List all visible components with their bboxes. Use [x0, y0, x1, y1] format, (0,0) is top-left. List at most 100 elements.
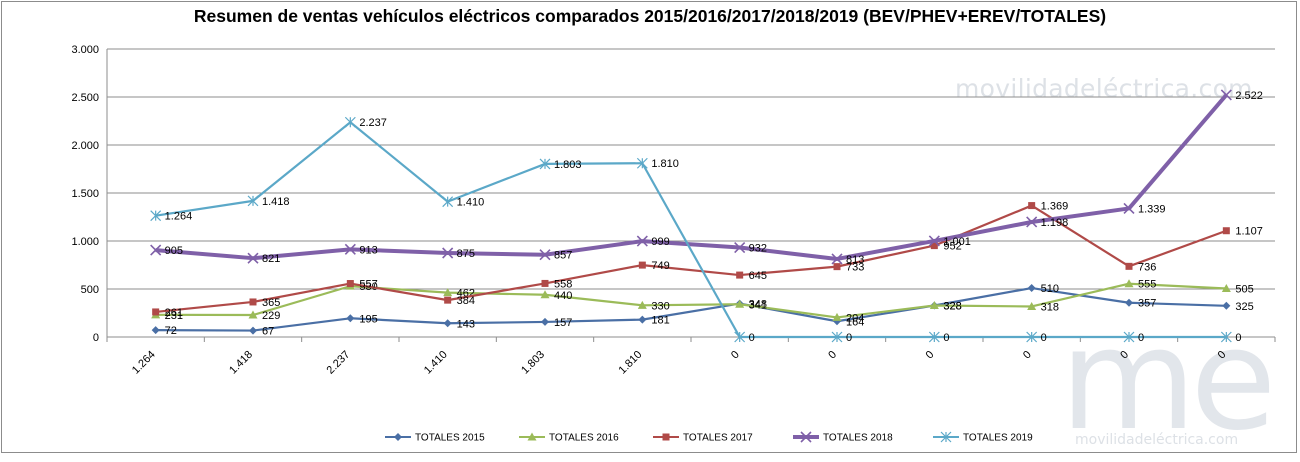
data-point — [541, 279, 549, 287]
data-point — [831, 253, 843, 265]
x-tick-label: 0 — [729, 349, 742, 362]
data-point — [247, 195, 259, 207]
data-label: 555 — [1138, 279, 1156, 291]
data-point — [443, 319, 452, 328]
data-label: 357 — [1138, 298, 1156, 310]
data-label: 2.522 — [1235, 90, 1263, 102]
data-point — [247, 252, 259, 264]
data-label: 1.369 — [1041, 201, 1069, 213]
legend-label: TOTALES 2019 — [963, 433, 1033, 444]
data-label: 1.107 — [1235, 226, 1263, 238]
data-label: 932 — [749, 243, 767, 255]
data-label: 157 — [554, 317, 572, 329]
x-tick-label: 0 — [1216, 349, 1229, 362]
data-point — [344, 243, 356, 255]
x-tick-label: 0 — [924, 349, 937, 362]
data-point — [636, 157, 648, 169]
legend-marker — [800, 431, 812, 443]
data-label: 0 — [1235, 332, 1241, 344]
data-label: 181 — [651, 315, 669, 327]
data-point — [638, 261, 646, 269]
data-label: 0 — [749, 332, 755, 344]
y-tick-label: 1.000 — [71, 236, 99, 248]
x-tick-label: 1.418 — [227, 349, 255, 377]
data-label: 1.001 — [943, 236, 971, 248]
series-line — [155, 121, 1227, 339]
data-point — [443, 288, 453, 297]
legend-marker — [662, 433, 670, 441]
watermark-logo: me — [1060, 299, 1277, 462]
data-label: 67 — [262, 326, 274, 338]
data-label: 0 — [943, 332, 949, 344]
data-point — [1027, 284, 1036, 293]
data-point — [1026, 216, 1038, 228]
data-label: 440 — [554, 290, 572, 302]
data-point — [249, 326, 257, 335]
x-tick-label: 0 — [1021, 349, 1034, 362]
data-point — [539, 158, 551, 170]
data-point — [346, 280, 354, 288]
watermark-small-text: movilidadeléctrica.com — [1075, 432, 1239, 448]
data-point — [636, 235, 648, 247]
data-label: 1.810 — [651, 158, 679, 170]
data-point — [150, 210, 162, 222]
data-label: 365 — [262, 297, 280, 309]
data-point — [541, 317, 549, 326]
data-label: 749 — [651, 260, 669, 272]
data-label: 952 — [943, 241, 961, 253]
data-label: 645 — [749, 270, 767, 282]
data-point — [1028, 202, 1036, 210]
data-label: 558 — [554, 278, 572, 290]
data-label: 1.803 — [554, 159, 582, 171]
data-label: 229 — [262, 310, 280, 322]
legend-label: TOTALES 2016 — [549, 433, 619, 444]
x-tick-label: 2.237 — [325, 349, 353, 377]
legend-label: TOTALES 2018 — [823, 433, 893, 444]
data-label: 325 — [1235, 301, 1253, 313]
data-point — [442, 247, 454, 259]
data-label: 557 — [359, 279, 377, 291]
data-label: 204 — [846, 312, 864, 324]
data-point — [929, 301, 939, 310]
data-label: 261 — [165, 307, 183, 319]
data-point — [833, 263, 841, 271]
y-tick-label: 2.500 — [71, 92, 99, 104]
data-point — [249, 298, 257, 306]
data-label: 0 — [1041, 332, 1047, 344]
data-point — [151, 326, 160, 335]
data-point — [1027, 301, 1037, 310]
data-label: 341 — [749, 299, 767, 311]
data-point — [444, 296, 452, 304]
data-point — [1123, 202, 1135, 215]
data-point — [442, 196, 454, 208]
data-point — [1220, 331, 1232, 343]
x-tick-label: 1.810 — [617, 349, 645, 377]
watermark-text: movilidadeléctrica.com — [955, 74, 1253, 103]
data-label: 736 — [1138, 261, 1156, 273]
series-line — [155, 286, 1227, 332]
data-point — [248, 310, 258, 319]
data-label: 384 — [457, 295, 475, 307]
data-point — [539, 249, 551, 261]
legend-marker — [527, 432, 537, 441]
chart-title: Resumen de ventas vehículos eléctricos c… — [193, 6, 1107, 26]
data-point — [928, 331, 940, 343]
series-line — [155, 204, 1227, 314]
x-tick-label: 1.410 — [422, 349, 450, 377]
data-point — [540, 290, 550, 299]
data-label: 1.264 — [165, 211, 193, 223]
data-point — [734, 331, 746, 343]
data-label: 821 — [262, 253, 280, 265]
data-point — [1125, 298, 1133, 307]
x-tick-label: 0 — [826, 349, 839, 362]
data-label: 813 — [846, 254, 864, 266]
data-label: 72 — [165, 325, 177, 337]
data-label: 733 — [846, 262, 864, 274]
data-point — [150, 244, 162, 256]
data-label: 1.339 — [1138, 203, 1166, 215]
data-point — [1222, 227, 1230, 235]
data-label: 999 — [651, 236, 669, 248]
series-line — [155, 282, 1227, 319]
legend-marker — [394, 433, 402, 441]
